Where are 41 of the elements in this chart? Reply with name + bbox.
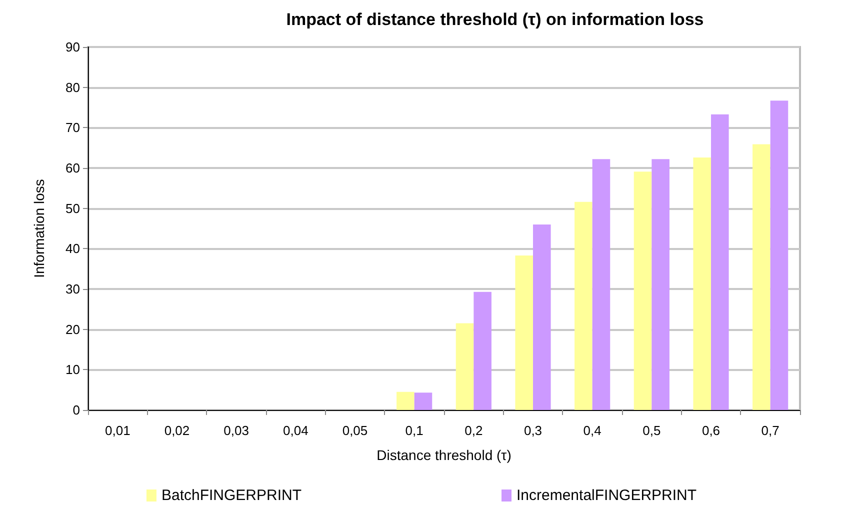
y-axis-title: Information loss bbox=[31, 179, 47, 278]
bar bbox=[474, 292, 492, 410]
bar bbox=[652, 159, 670, 410]
bar bbox=[533, 224, 551, 410]
x-tick-label: 0,05 bbox=[342, 423, 368, 438]
x-tick-label: 0,01 bbox=[105, 423, 130, 438]
y-tick-label: 10 bbox=[66, 362, 80, 378]
bar bbox=[456, 323, 474, 410]
x-tick-label: 0,2 bbox=[464, 423, 483, 438]
bar bbox=[396, 392, 414, 410]
y-tick-label: 40 bbox=[66, 241, 80, 256]
x-tick-label: 0,04 bbox=[283, 423, 308, 438]
y-tick-label: 70 bbox=[66, 120, 80, 136]
x-tick-label: 0,03 bbox=[224, 423, 249, 438]
x-tick-label: 0,1 bbox=[405, 423, 424, 438]
y-tick-label: 30 bbox=[66, 282, 80, 296]
bar bbox=[634, 172, 652, 410]
x-tick-label: 0,3 bbox=[524, 423, 542, 438]
x-tick-label: 0,7 bbox=[761, 423, 780, 438]
chart-title: Impact of distance threshold (τ) on information loss bbox=[286, 10, 704, 29]
y-tick-label: 90 bbox=[66, 40, 80, 54]
bar bbox=[574, 202, 592, 410]
bar bbox=[414, 392, 432, 410]
y-tick-label: 80 bbox=[66, 80, 80, 95]
x-tick-label: 0,6 bbox=[702, 423, 720, 438]
bar bbox=[711, 114, 729, 410]
y-tick-label: 0 bbox=[72, 402, 80, 418]
y-tick-label: 50 bbox=[66, 200, 80, 216]
bar bbox=[515, 256, 533, 410]
bar bbox=[770, 100, 788, 410]
legend-label: BatchFINGERPRINT bbox=[161, 487, 302, 504]
y-tick-label: 60 bbox=[66, 160, 80, 176]
bar bbox=[752, 144, 770, 410]
y-tick-label: 20 bbox=[66, 322, 80, 337]
x-tick-label: 0,4 bbox=[583, 423, 602, 438]
x-axis-title: Distance threshold (τ) bbox=[376, 447, 512, 463]
bar bbox=[592, 159, 610, 410]
x-tick-label: 0,5 bbox=[642, 423, 661, 438]
bar bbox=[693, 158, 711, 410]
legend-label: IncrementalFINGERPRINT bbox=[516, 487, 697, 504]
x-tick-label: 0,02 bbox=[164, 423, 190, 438]
